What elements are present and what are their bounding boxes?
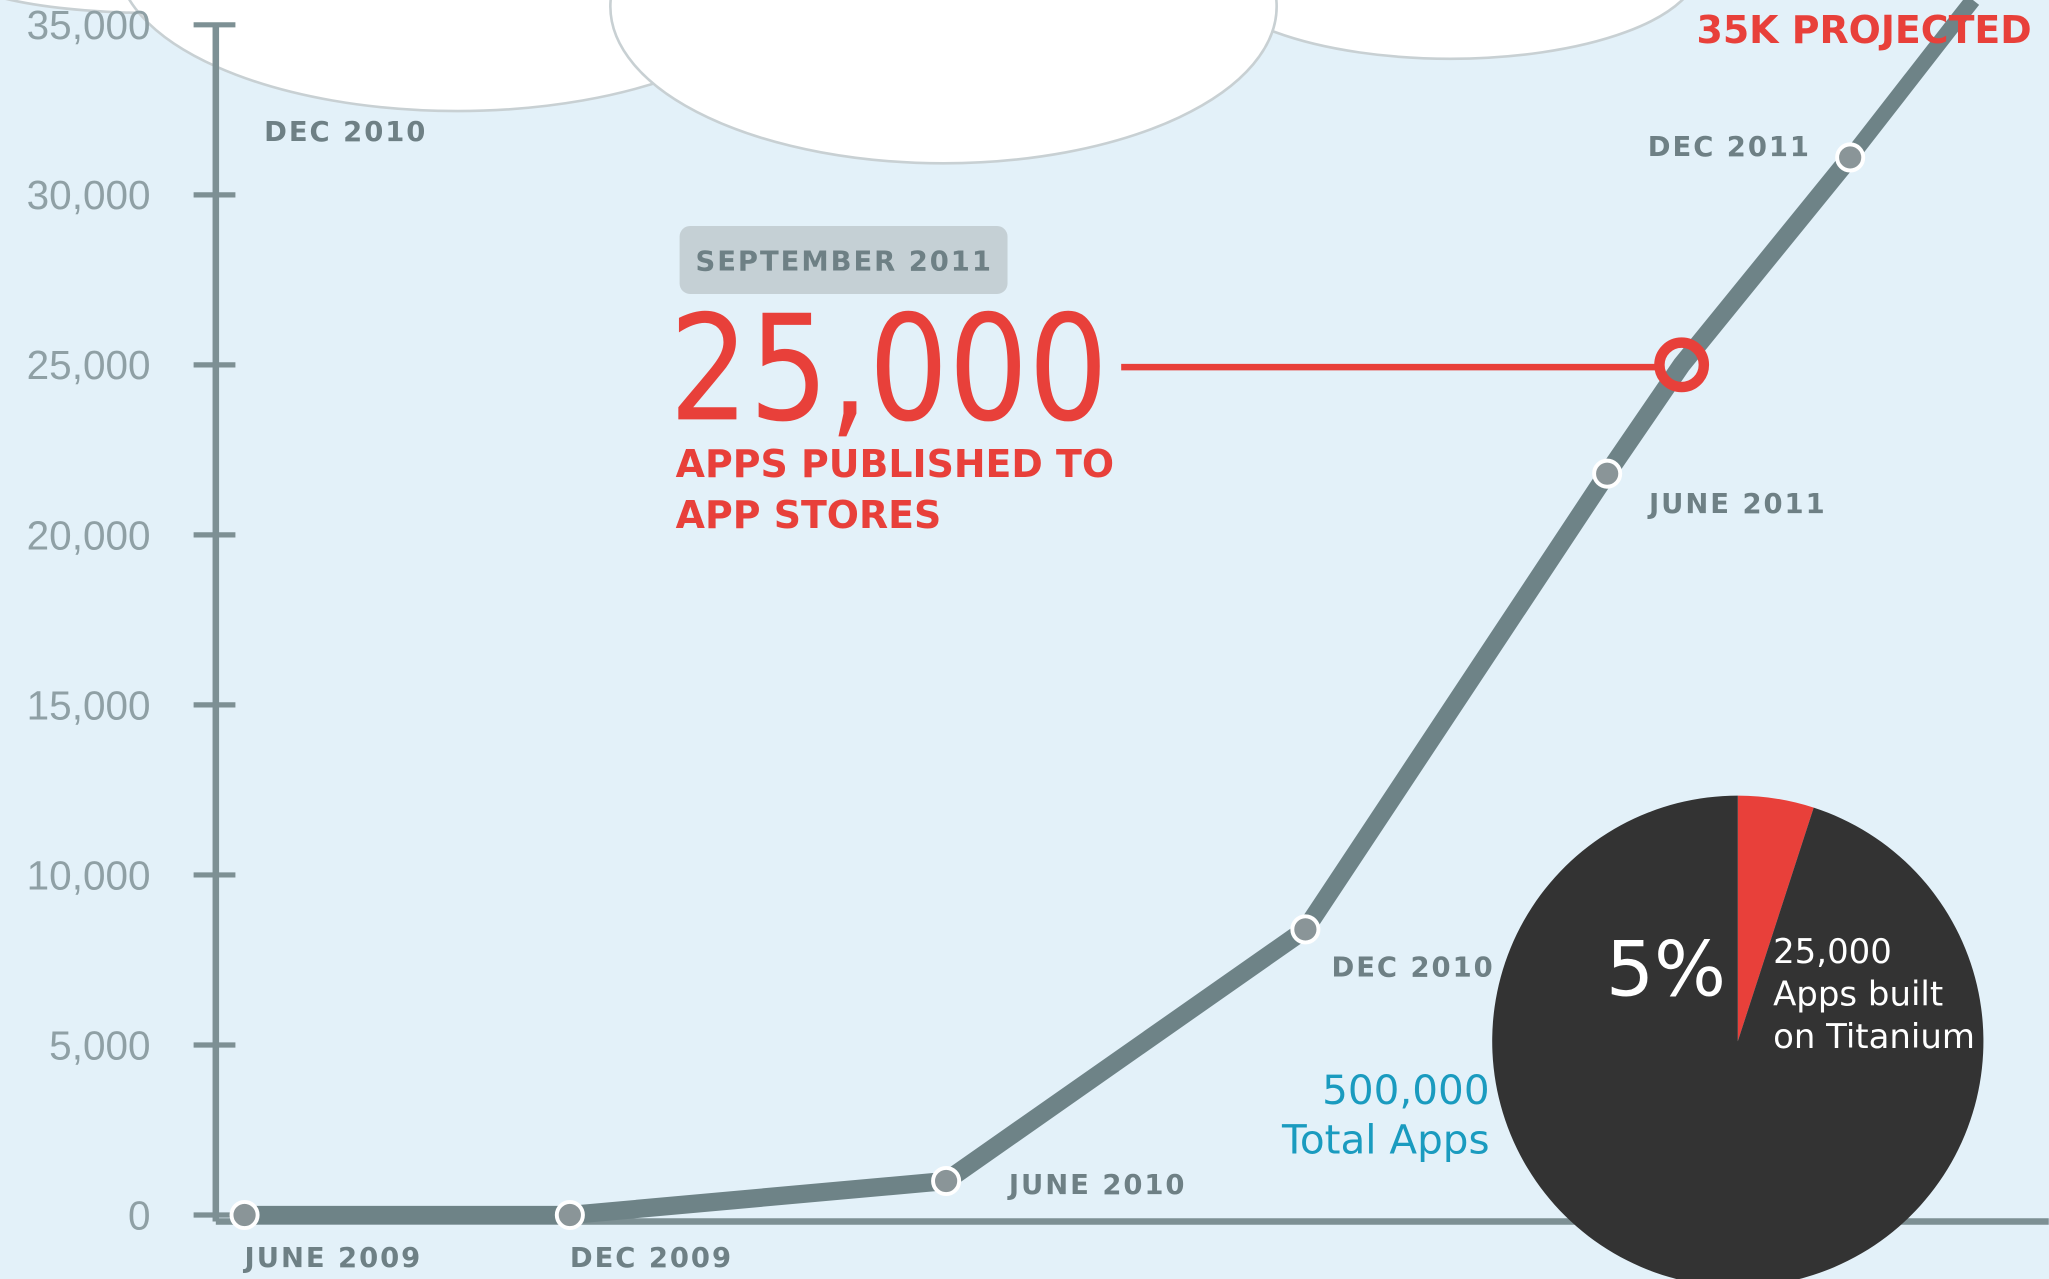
callout-value: 25,000 bbox=[669, 283, 1108, 454]
y-tick-label: 30,000 bbox=[27, 172, 151, 218]
y-tick-label: 20,000 bbox=[27, 512, 151, 558]
point bbox=[231, 1202, 257, 1228]
x-label: JUNE 2010 bbox=[1007, 1170, 1187, 1201]
pie-total: Total Apps bbox=[1281, 1116, 1490, 1164]
x-label: JUNE 2009 bbox=[243, 1243, 423, 1274]
chart: 0 5,000 10,000 15,000 20,000 25,000 30,000 35,0… bbox=[0, 0, 2049, 1279]
x-label: DEC 2011 bbox=[1648, 132, 1811, 163]
callout-date: SEPTEMBER 2011 bbox=[696, 246, 993, 277]
pie-total: 500,000 bbox=[1322, 1066, 1489, 1114]
point bbox=[933, 1168, 959, 1194]
pie-label: on Titanium bbox=[1773, 1017, 1975, 1057]
x-label: DEC 2010 bbox=[1332, 952, 1495, 983]
annotation: DEC 2010 bbox=[264, 117, 427, 148]
pie-label: Apps built bbox=[1773, 974, 1943, 1014]
y-tick-label: 35,000 bbox=[27, 2, 151, 48]
y-tick-label: 10,000 bbox=[27, 852, 151, 898]
x-label: JUNE 2011 bbox=[1647, 489, 1827, 520]
callout-text: APP STORES bbox=[676, 493, 942, 537]
y-tick-label: 15,000 bbox=[27, 682, 151, 728]
point bbox=[557, 1202, 583, 1228]
callout-text: APPS PUBLISHED TO bbox=[676, 442, 1114, 486]
pie-value-label: 5% bbox=[1606, 926, 1726, 1014]
pie-label: 25,000 bbox=[1773, 932, 1892, 972]
x-label: DEC 2009 bbox=[570, 1243, 733, 1274]
y-tick-label: 25,000 bbox=[27, 342, 151, 388]
point bbox=[1292, 916, 1318, 942]
point bbox=[1837, 144, 1863, 170]
projected-label: 35K PROJECTED bbox=[1696, 8, 2031, 52]
point bbox=[1594, 461, 1620, 487]
y-tick-label: 0 bbox=[128, 1192, 151, 1238]
page: 0 5,000 10,000 15,000 20,000 25,000 30,000 35,0… bbox=[0, 0, 2049, 1279]
y-tick-label: 5,000 bbox=[49, 1022, 150, 1068]
